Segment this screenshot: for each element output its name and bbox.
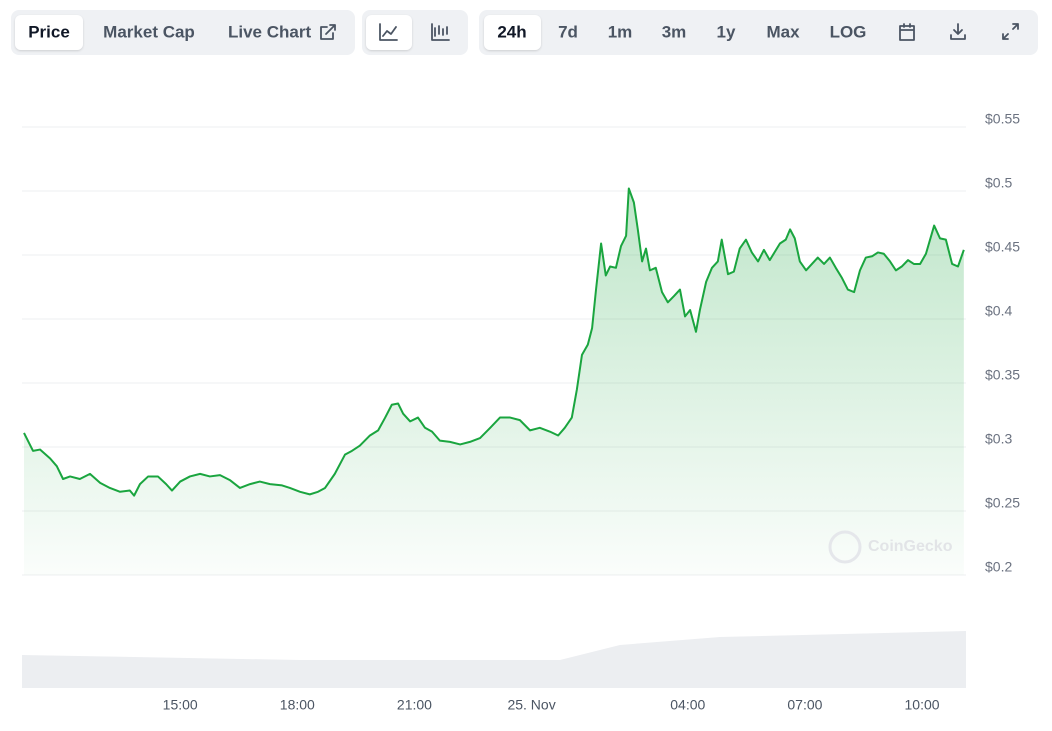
line-icon[interactable] xyxy=(379,23,398,41)
y-tick-label: $0.55 xyxy=(985,111,1020,127)
x-tick-label: 07:00 xyxy=(787,697,822,713)
tab[interactable]: Market Cap xyxy=(103,22,195,41)
logo xyxy=(828,530,862,564)
candle-icon[interactable] xyxy=(431,23,450,41)
range[interactable]: 1y xyxy=(717,22,736,41)
active-pill xyxy=(484,15,541,50)
range[interactable]: 1m xyxy=(608,22,633,41)
x-tick-label: 04:00 xyxy=(670,697,705,713)
x-tick-label: 15:00 xyxy=(163,697,198,713)
toolbar: Price Market Cap Live Chart 24h 7d 1m 3m… xyxy=(11,10,1038,55)
y-tick-label: $0.25 xyxy=(985,495,1020,511)
watermark-text: CoinGecko xyxy=(868,538,953,555)
tab[interactable]: Price xyxy=(28,22,70,41)
x-tick-label: 18:00 xyxy=(280,697,315,713)
x-tick-label: 10:00 xyxy=(905,697,940,713)
y-tick-label: $0.2 xyxy=(985,559,1012,575)
y-tick-label: $0.4 xyxy=(985,303,1012,319)
y-tick-label: $0.5 xyxy=(985,175,1012,191)
tab[interactable]: Live Chart xyxy=(228,22,311,41)
range[interactable]: Max xyxy=(766,22,800,41)
range-group xyxy=(479,10,1038,55)
volume-backdrop xyxy=(22,631,966,688)
active-pill xyxy=(15,15,83,50)
range[interactable]: 7d xyxy=(558,22,578,41)
download-icon[interactable] xyxy=(950,23,966,40)
calendar-icon[interactable] xyxy=(899,23,915,41)
y-tick-label: $0.45 xyxy=(985,239,1020,255)
range[interactable]: LOG xyxy=(830,22,867,41)
y-tick-label: $0.3 xyxy=(985,431,1012,447)
price-line xyxy=(23,187,965,497)
area xyxy=(24,188,964,575)
expand-icon[interactable] xyxy=(1002,23,1019,40)
x-tick-label: 25. Nov xyxy=(507,697,555,713)
tab-group xyxy=(11,10,355,55)
external-icon xyxy=(320,24,336,40)
range[interactable]: 24h xyxy=(497,22,526,41)
watermark: CoinGecko xyxy=(828,530,953,564)
x-tick-label: 21:00 xyxy=(397,697,432,713)
range[interactable]: 3m xyxy=(662,22,687,41)
y-tick-label: $0.35 xyxy=(985,367,1020,383)
